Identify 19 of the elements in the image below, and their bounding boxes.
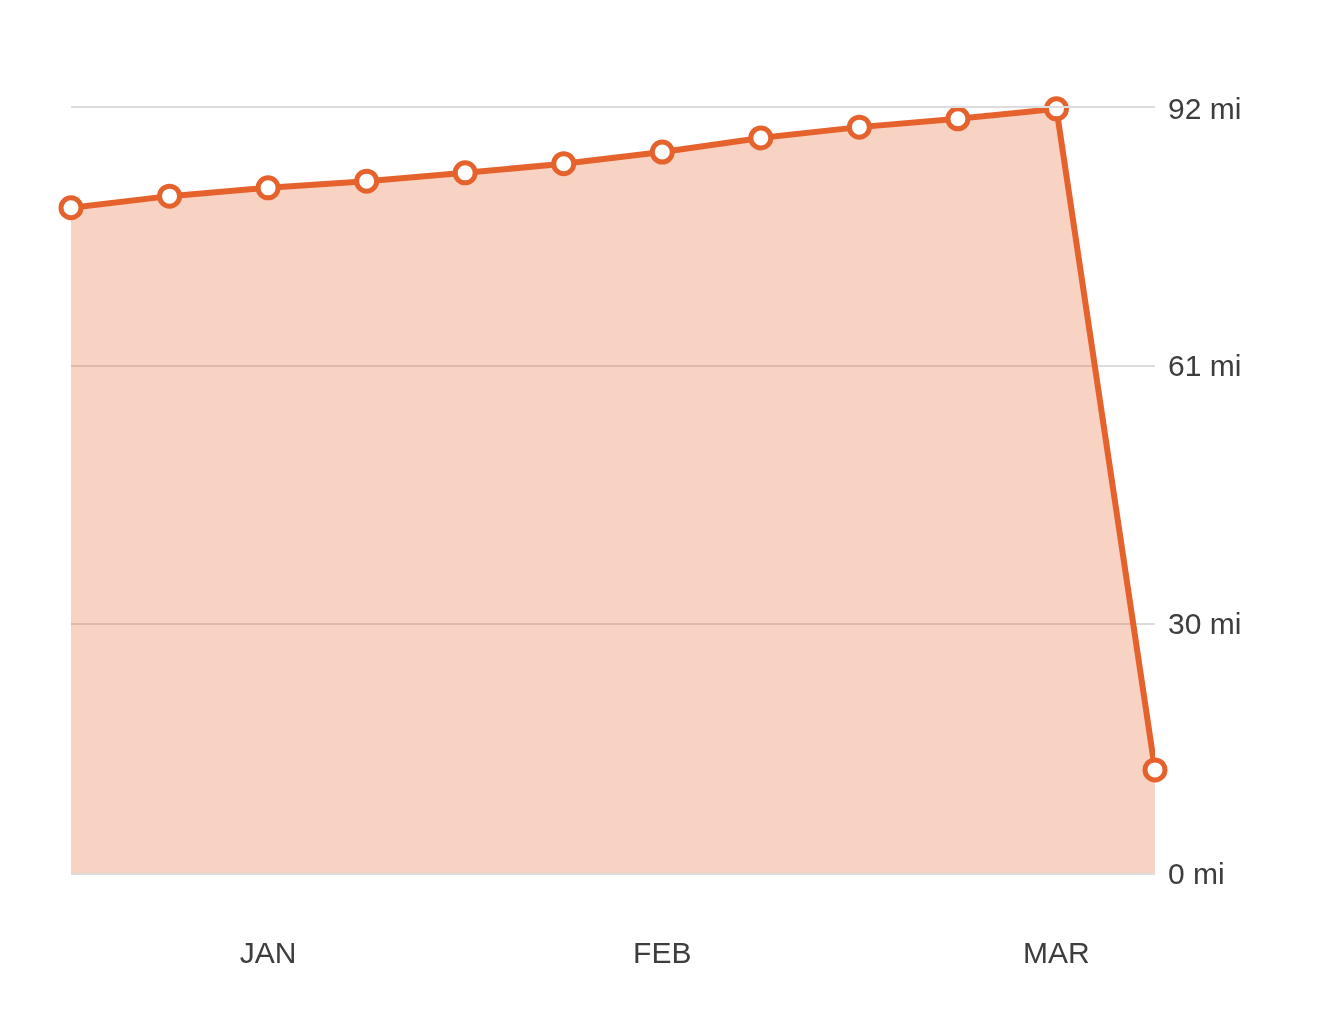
y-tick-label: 61 mi — [1168, 349, 1242, 383]
point — [354, 168, 380, 194]
point — [255, 175, 281, 201]
point — [1043, 96, 1069, 122]
y-tick-label: 30 mi — [1168, 607, 1242, 641]
point — [551, 151, 577, 177]
point — [1142, 757, 1168, 783]
x-tick-label: FEB — [633, 936, 692, 969]
x-tick-label: MAR — [1023, 936, 1090, 969]
point — [452, 160, 478, 186]
point — [748, 125, 774, 151]
x-tick-label: JAN — [239, 936, 297, 969]
point — [649, 139, 675, 165]
point — [846, 114, 872, 140]
y-tick-label: 0 mi — [1168, 856, 1225, 890]
point — [157, 183, 183, 209]
point — [945, 106, 971, 132]
point — [58, 195, 84, 221]
y-tick-label: 92 mi — [1168, 91, 1242, 125]
